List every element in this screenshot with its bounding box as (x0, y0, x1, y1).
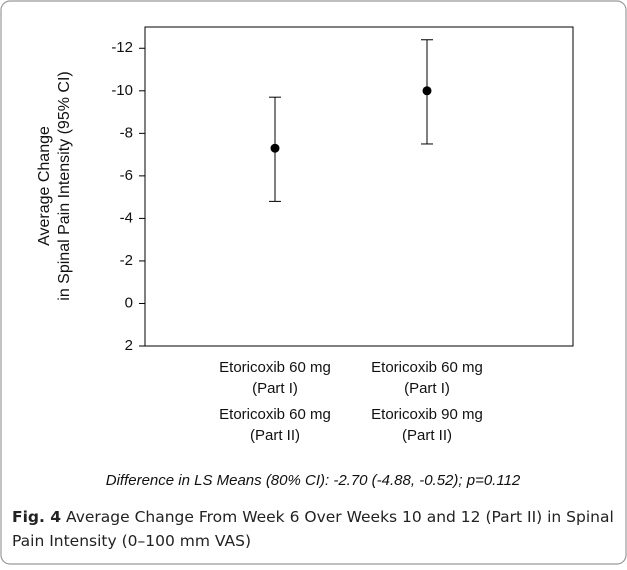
x-tick-label: (Part I) (252, 380, 298, 397)
caption: Fig. 4 Average Change From Week 6 Over W… (12, 505, 616, 553)
y-axis-label: Average Change (36, 126, 53, 246)
x-tick-label: (Part II) (402, 427, 452, 444)
x-tick-label: (Part II) (250, 427, 300, 444)
y-tick-label: -8 (120, 124, 133, 141)
x-tick-label: Etoricoxib 90 mg (371, 406, 483, 423)
annotation: Difference in LS Means (80% CI): -2.70 (… (106, 472, 521, 489)
point (422, 86, 432, 96)
y-tick-label: 0 (125, 294, 133, 311)
y-tick-label: 2 (125, 337, 133, 354)
y-tick-label: -10 (111, 82, 133, 99)
x-tick-label: (Part I) (404, 380, 450, 397)
y-tick-label: -2 (120, 252, 133, 269)
y-tick-label: -12 (111, 39, 133, 56)
x-tick-label: Etoricoxib 60 mg (219, 359, 331, 376)
y-tick-label: -4 (120, 209, 133, 226)
x-tick-label: Etoricoxib 60 mg (371, 359, 483, 376)
caption-label: Fig. 4 (12, 508, 62, 526)
plot-area (144, 26, 574, 347)
y-axis-label: in Spinal Pain Intensity (95% CI) (56, 71, 73, 300)
caption-box: Fig. 4 Average Change From Week 6 Over W… (12, 505, 616, 553)
y-tick-label: -6 (120, 167, 133, 184)
caption-text: Average Change From Week 6 Over Weeks 10… (12, 508, 614, 550)
x-tick-label: Etoricoxib 60 mg (219, 406, 331, 423)
point (270, 143, 280, 153)
